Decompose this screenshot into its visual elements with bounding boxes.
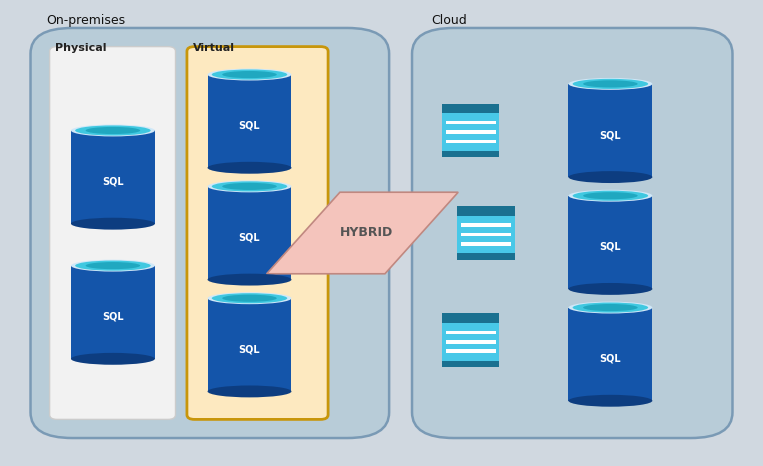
Ellipse shape <box>71 260 155 272</box>
Ellipse shape <box>208 274 291 286</box>
Ellipse shape <box>208 180 291 192</box>
Ellipse shape <box>583 304 638 311</box>
Bar <box>446 340 496 343</box>
Bar <box>208 75 291 168</box>
Bar <box>443 313 499 323</box>
Bar <box>458 206 514 216</box>
Bar <box>208 186 291 280</box>
FancyBboxPatch shape <box>412 28 732 438</box>
Text: SQL: SQL <box>239 121 260 131</box>
Ellipse shape <box>208 162 291 174</box>
Ellipse shape <box>75 260 151 271</box>
Bar <box>443 104 499 113</box>
Bar <box>446 130 496 134</box>
Ellipse shape <box>568 283 652 295</box>
Bar <box>461 242 511 246</box>
Text: Physical: Physical <box>55 43 106 53</box>
Bar <box>208 298 291 391</box>
Bar <box>461 233 511 236</box>
Ellipse shape <box>568 302 652 314</box>
Text: On-premises: On-premises <box>46 14 125 27</box>
Ellipse shape <box>222 71 277 78</box>
Bar <box>446 140 496 143</box>
Ellipse shape <box>568 78 652 90</box>
Text: SQL: SQL <box>102 312 124 322</box>
Ellipse shape <box>208 292 291 304</box>
Ellipse shape <box>212 69 287 80</box>
Bar <box>446 331 496 334</box>
Bar <box>568 308 652 401</box>
Ellipse shape <box>572 79 649 89</box>
Text: SQL: SQL <box>102 177 124 187</box>
Text: Virtual: Virtual <box>193 43 235 53</box>
Ellipse shape <box>568 395 652 407</box>
Ellipse shape <box>208 69 291 81</box>
Ellipse shape <box>572 191 649 201</box>
Bar <box>446 350 496 353</box>
Ellipse shape <box>222 295 277 302</box>
Bar <box>443 323 499 361</box>
Ellipse shape <box>75 125 151 136</box>
Ellipse shape <box>212 293 287 303</box>
Ellipse shape <box>583 192 638 199</box>
Bar <box>443 113 499 151</box>
Bar <box>446 121 496 124</box>
Ellipse shape <box>572 302 649 313</box>
Bar <box>461 224 511 227</box>
FancyBboxPatch shape <box>50 47 175 419</box>
Ellipse shape <box>71 218 155 230</box>
Bar <box>71 130 155 224</box>
Text: Cloud: Cloud <box>431 14 467 27</box>
Ellipse shape <box>212 181 287 192</box>
Ellipse shape <box>85 127 140 134</box>
Ellipse shape <box>583 80 638 88</box>
FancyBboxPatch shape <box>187 47 328 419</box>
Text: SQL: SQL <box>600 130 621 140</box>
Ellipse shape <box>71 353 155 365</box>
Bar <box>443 151 499 158</box>
Bar <box>71 266 155 359</box>
Bar <box>568 196 652 289</box>
Text: SQL: SQL <box>239 344 260 355</box>
Polygon shape <box>267 192 458 274</box>
Ellipse shape <box>568 171 652 183</box>
Ellipse shape <box>85 262 140 269</box>
Bar <box>443 361 499 367</box>
Ellipse shape <box>222 183 277 190</box>
Text: SQL: SQL <box>239 233 260 243</box>
Text: HYBRID: HYBRID <box>340 226 393 240</box>
FancyBboxPatch shape <box>31 28 389 438</box>
Bar <box>458 254 514 260</box>
Bar <box>458 216 514 254</box>
Ellipse shape <box>71 124 155 137</box>
Bar <box>568 84 652 177</box>
Text: SQL: SQL <box>600 242 621 252</box>
Ellipse shape <box>208 385 291 397</box>
Ellipse shape <box>568 190 652 202</box>
Text: SQL: SQL <box>600 354 621 364</box>
